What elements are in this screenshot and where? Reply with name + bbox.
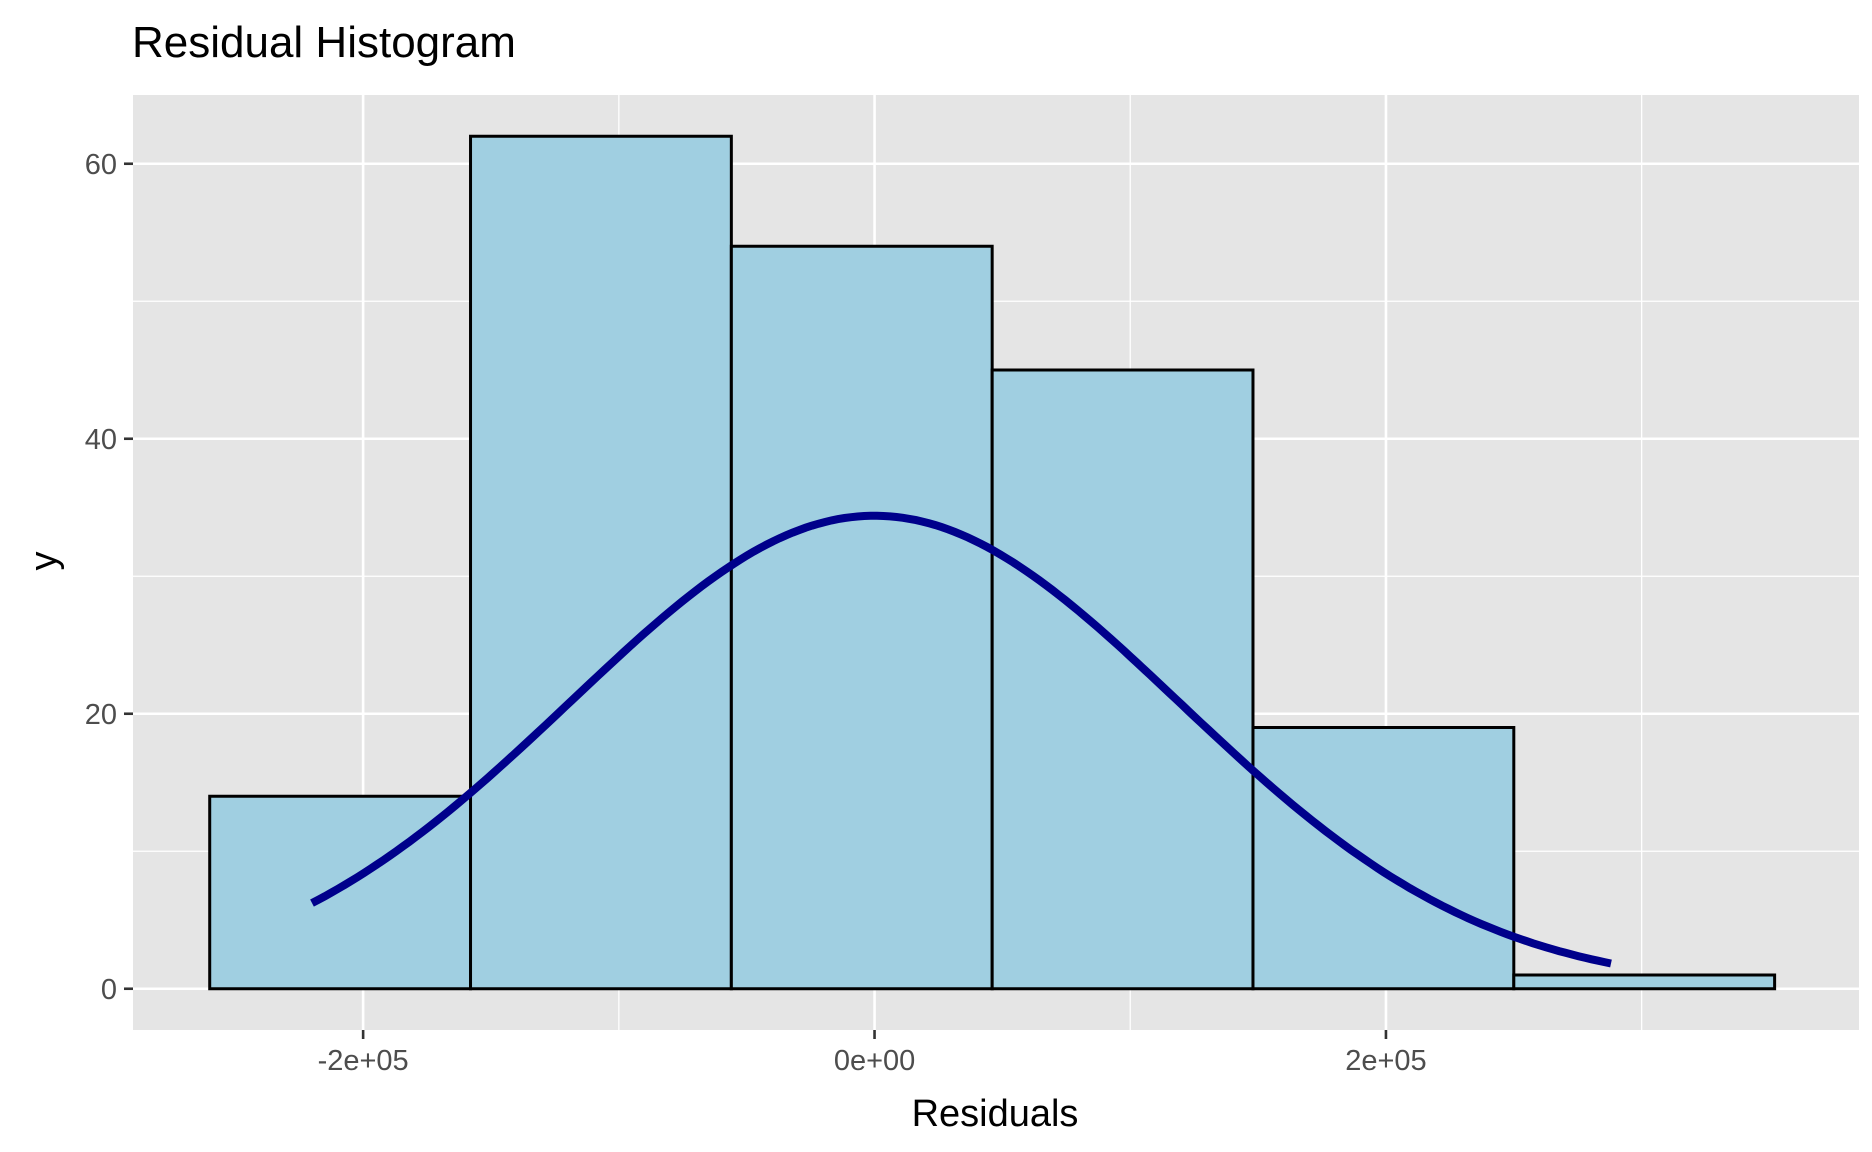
y-tick-label: 40 [85,424,117,456]
y-tick-label: 60 [85,149,117,181]
y-tick-label: 0 [101,974,117,1006]
chart-title: Residual Histogram [132,18,516,67]
normal-density-curve [310,511,1612,968]
x-axis: -2e+05 0e+00 2e+05 [318,1030,1427,1077]
histogram-bars [208,134,1777,991]
histogram-bar-4 [990,368,1255,991]
y-axis-title: y [23,552,65,571]
histogram-bar-5 [1251,726,1516,991]
x-tick-label: 2e+05 [1345,1045,1426,1077]
y-tick-label: 20 [85,699,117,731]
x-tick-label: -2e+05 [318,1045,409,1077]
histogram-bar-2 [469,134,733,991]
histogram-bar-6 [1512,973,1777,991]
x-axis-title: Residuals [912,1093,1079,1135]
histogram-bar-3 [729,244,994,991]
x-tick-label: 0e+00 [834,1045,915,1077]
y-axis: 0 20 40 60 [85,149,133,1006]
